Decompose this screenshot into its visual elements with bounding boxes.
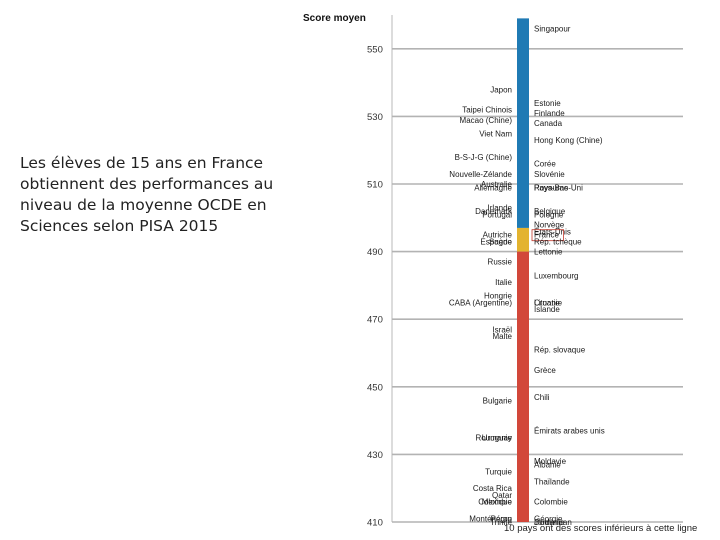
country-label: Moldavie (534, 457, 567, 466)
country-label: Suède (489, 237, 513, 246)
country-label: Émirats arabes unis (534, 427, 605, 436)
y-axis-title: Score moyen (303, 13, 366, 24)
tick-label-490: 490 (367, 247, 383, 258)
country-label: Bulgarie (483, 396, 513, 405)
tick-label-470: 470 (367, 315, 383, 326)
country-label: Thaïlande (534, 477, 570, 486)
country-label: Roumanie (476, 434, 513, 443)
country-label: Royaume-Uni (534, 183, 583, 192)
country-label: Rép. tchèque (534, 237, 582, 246)
tick-label-430: 430 (367, 450, 383, 461)
country-label: Pays-Bas (534, 183, 568, 192)
country-label: Nouvelle-Zélande (449, 170, 512, 179)
country-label: Autriche (483, 231, 513, 240)
country-label: Colombie (534, 498, 568, 507)
bar-segment-average (517, 227, 529, 252)
tick-label-530: 530 (367, 112, 383, 123)
country-label: Qatar (492, 491, 512, 500)
footnote: 10 pays ont des scores inférieurs à cett… (504, 523, 697, 534)
country-label: Taipei Chinois (462, 106, 512, 115)
country-label: Lituanie (534, 298, 563, 307)
country-label: Estonie (534, 99, 561, 108)
tick-label-510: 510 (367, 180, 383, 191)
country-label: Malte (492, 332, 512, 341)
country-label: Uruguay (482, 434, 512, 443)
country-label: Portugal (482, 210, 512, 219)
country-label: Espagne (480, 237, 512, 246)
country-label: B-S-J-G (Chine) (455, 153, 513, 162)
tick-label-410: 410 (367, 518, 383, 529)
page-headline: Les élèves de 15 ans en France obtiennen… (20, 154, 274, 235)
country-label: Turquie (485, 467, 512, 476)
country-label: Italie (495, 278, 512, 287)
country-label: France (534, 231, 559, 240)
country-label: Chili (534, 393, 550, 402)
country-label: Hong Kong (Chine) (534, 136, 603, 145)
country-label: Israël (492, 325, 512, 334)
country-label: Pérou (491, 515, 512, 524)
country-label: Trinité (490, 518, 512, 527)
country-label: Allemagne (474, 183, 512, 192)
country-label: Jordanie (534, 518, 565, 527)
country-label: Hongrie (484, 292, 513, 301)
country-label: Rép. slovaque (534, 346, 586, 355)
country-label: Islande (534, 305, 560, 314)
country-label: Colombie (478, 498, 512, 507)
country-label: Géorgie (534, 515, 563, 524)
country-label: Japon (490, 85, 512, 94)
country-label: Norvège (534, 221, 565, 230)
country-label: Pologne (534, 210, 564, 219)
country-label: Macao (Chine) (460, 116, 513, 125)
country-label: Irlande (488, 204, 513, 213)
country-label: CABA (Argentine) (449, 298, 512, 307)
country-label: Mexique (482, 498, 513, 507)
country-label: Grèce (534, 366, 556, 375)
country-label: Lettonie (534, 248, 563, 257)
country-label: Belgique (534, 207, 566, 216)
country-label: Canada (534, 119, 563, 128)
country-label: États-Unis (534, 227, 571, 236)
country-label: Finlande (534, 109, 565, 118)
country-label: Singapour (534, 25, 571, 34)
country-label: Corée (534, 160, 556, 169)
highlight-box (531, 229, 565, 242)
country-label: Danemark (475, 207, 513, 216)
country-label: Monténégro (469, 515, 512, 524)
country-label: Russie (488, 258, 513, 267)
country-label: Viet Nam (479, 129, 512, 138)
country-label: Australie (481, 180, 513, 189)
tick-label-550: 550 (367, 44, 383, 55)
country-label: Slovénie (534, 170, 565, 179)
country-label: Croatie (534, 298, 560, 307)
tick-label-450: 450 (367, 382, 383, 393)
score-bar (517, 18, 529, 522)
bar-segment-above (517, 18, 529, 228)
grid-lines: 410 430 450 470 490 510 530 550 (367, 15, 683, 529)
bar-segment-below (517, 251, 529, 522)
country-label: Luxembourg (534, 271, 578, 280)
country-label: Costa Rica (473, 484, 513, 493)
country-label: Albanie (534, 461, 561, 470)
country-label: Dominican (534, 518, 572, 527)
